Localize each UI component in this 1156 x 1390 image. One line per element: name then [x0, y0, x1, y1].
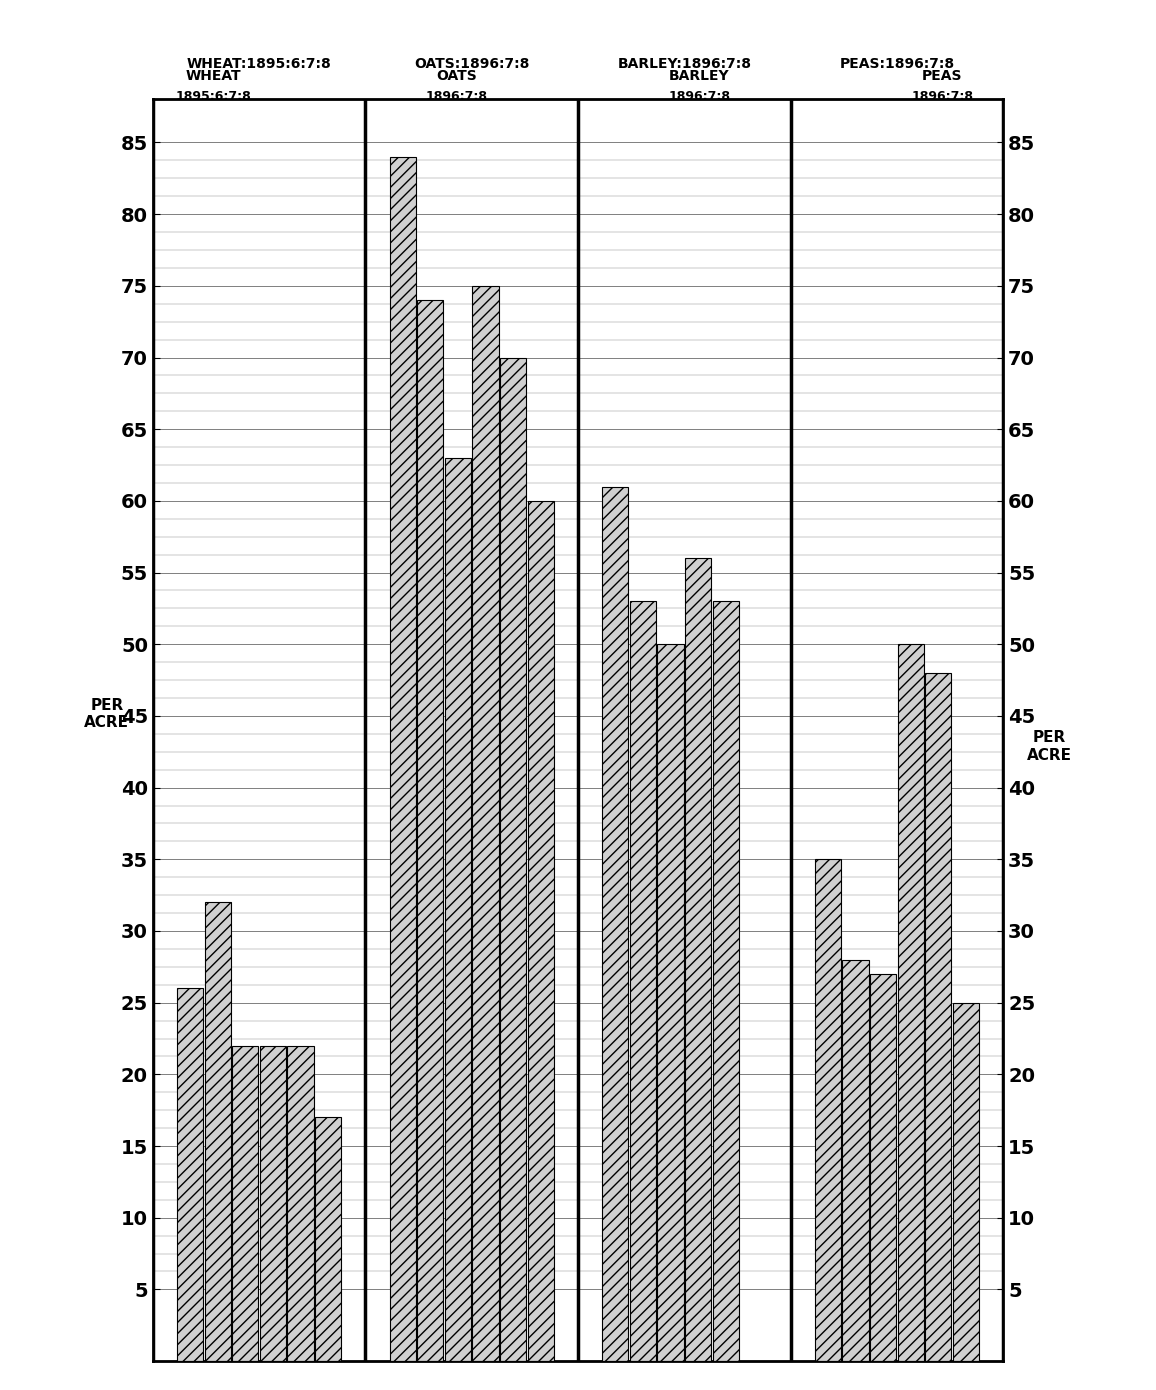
Bar: [602, 486, 629, 1361]
Y-axis label: PER
ACRE: PER ACRE: [1027, 730, 1072, 763]
Text: OATS: OATS: [436, 70, 477, 83]
Text: 1896:7:8: 1896:7:8: [425, 90, 488, 103]
Bar: [473, 286, 498, 1361]
Bar: [288, 1045, 313, 1361]
Bar: [445, 457, 470, 1361]
Bar: [925, 673, 951, 1361]
Text: BARLEY: BARLEY: [669, 70, 729, 83]
Text: 1895:6:7:8: 1895:6:7:8: [176, 90, 252, 103]
Bar: [527, 500, 554, 1361]
Bar: [686, 559, 711, 1361]
Bar: [630, 602, 655, 1361]
Bar: [870, 974, 896, 1361]
Text: PEAS:1896:7:8: PEAS:1896:7:8: [839, 57, 955, 71]
Text: BARLEY:1896:7:8: BARLEY:1896:7:8: [617, 57, 751, 71]
Y-axis label: PER
ACRE: PER ACRE: [84, 698, 129, 730]
Bar: [953, 1002, 979, 1361]
Bar: [897, 644, 924, 1361]
Bar: [417, 300, 444, 1361]
Bar: [177, 988, 203, 1361]
Bar: [501, 357, 526, 1361]
Bar: [232, 1045, 259, 1361]
Text: OATS:1896:7:8: OATS:1896:7:8: [414, 57, 529, 71]
Text: WHEAT: WHEAT: [186, 70, 242, 83]
Text: 1896:7:8: 1896:7:8: [911, 90, 973, 103]
Bar: [815, 859, 840, 1361]
Bar: [260, 1045, 286, 1361]
Text: 1896:7:8: 1896:7:8: [668, 90, 731, 103]
Text: WHEAT:1895:6:7:8: WHEAT:1895:6:7:8: [187, 57, 332, 71]
Bar: [205, 902, 231, 1361]
Text: PEAS: PEAS: [921, 70, 963, 83]
Bar: [712, 602, 739, 1361]
Bar: [316, 1118, 341, 1361]
Bar: [658, 644, 683, 1361]
Bar: [843, 959, 868, 1361]
Bar: [390, 157, 416, 1361]
